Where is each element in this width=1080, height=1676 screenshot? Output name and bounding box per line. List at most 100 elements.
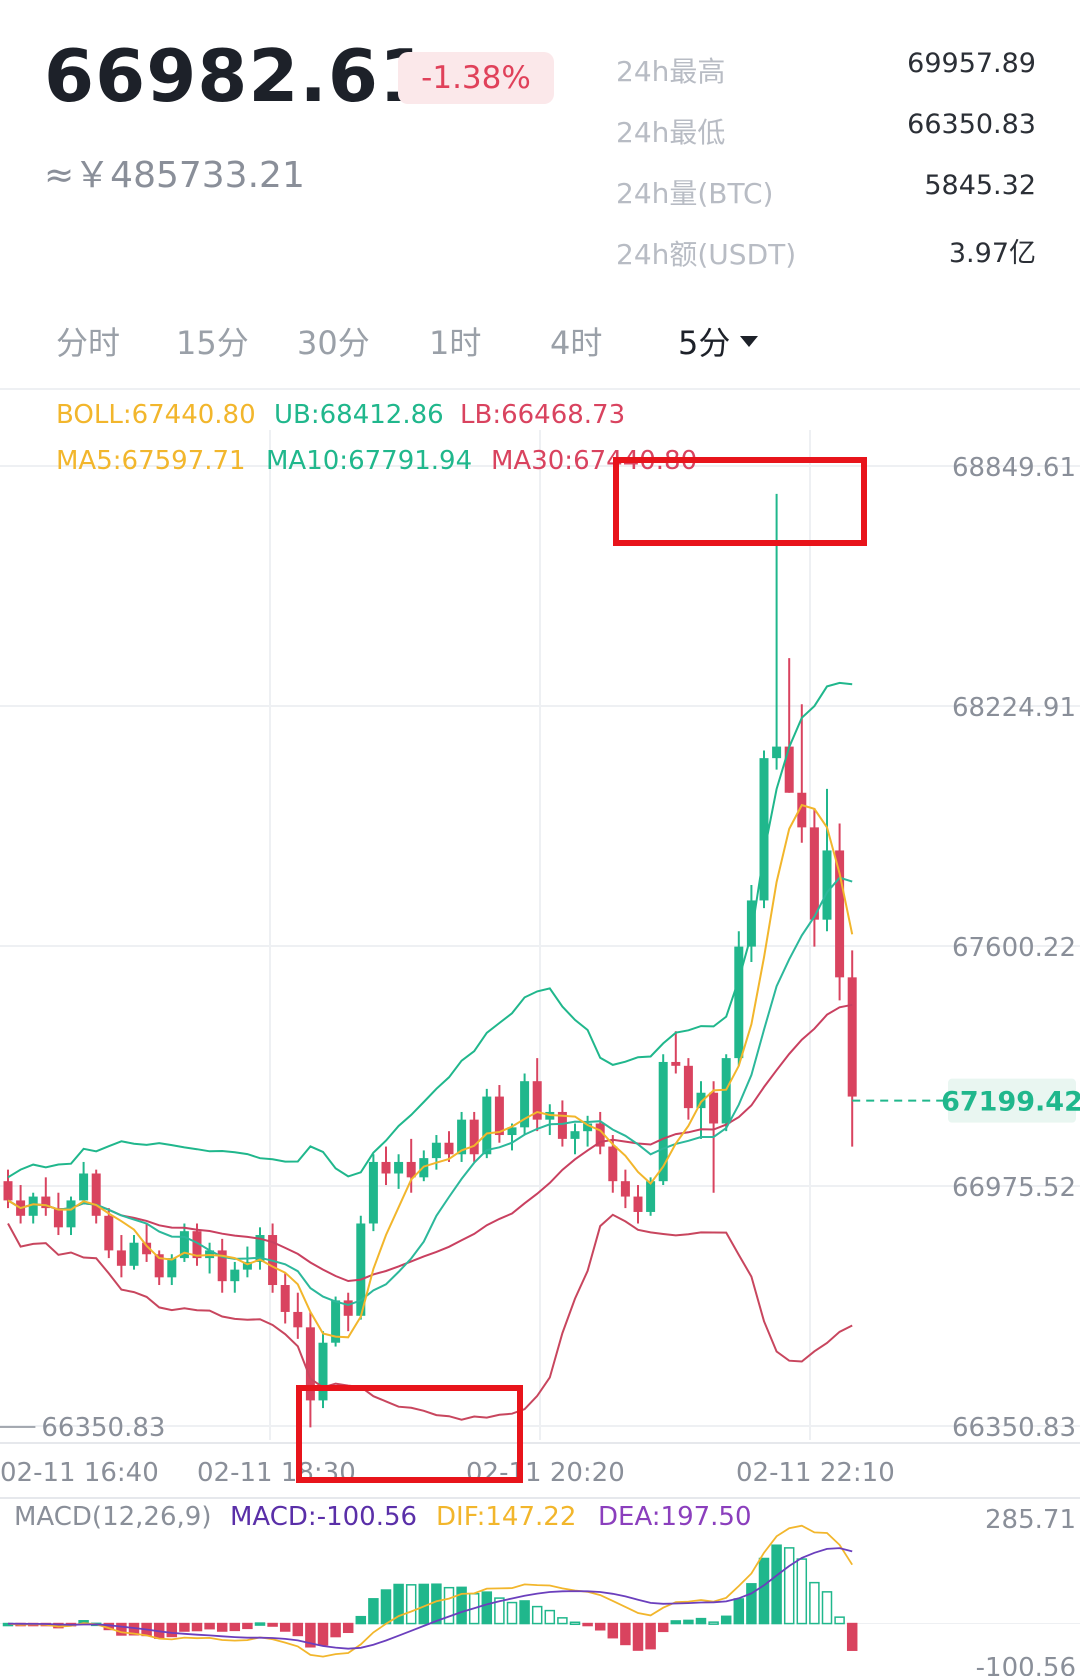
macd-histogram-bar (645, 1622, 656, 1650)
candle-up (772, 746, 782, 759)
macd-histogram-bar (443, 1586, 455, 1625)
macd-histogram-bar (431, 1583, 442, 1625)
time-axis-label: 02-11 18:30 (197, 1458, 356, 1488)
macd-histogram-bar (242, 1622, 253, 1630)
cny-price: ≈￥485733.21 (44, 155, 305, 196)
candle-down (406, 1161, 416, 1178)
stat-label: 24h最高 (616, 55, 726, 88)
candle-down (494, 1096, 504, 1136)
interval-tabs: 分时 15分 30分 1时 4时 5分 (0, 300, 1080, 380)
candle-down (192, 1231, 202, 1259)
change-badge: -1.38% (398, 52, 554, 104)
candle-up (66, 1200, 76, 1228)
candle-down (116, 1250, 126, 1266)
candle-down (381, 1161, 391, 1174)
candle-up (230, 1269, 240, 1282)
candle-up (822, 850, 832, 920)
macd-value: MACD:-100.56 (230, 1502, 418, 1532)
price-axis-label: 68849.61 (952, 453, 1076, 483)
low-highlight-box (296, 1385, 523, 1483)
macd-histogram-bar (342, 1622, 354, 1634)
tab-15m[interactable]: 15分 (176, 324, 249, 362)
dea-value: DEA:197.50 (598, 1502, 752, 1532)
tab-30m[interactable]: 30分 (297, 324, 370, 362)
stat-volume: 24h量(BTC) 5845.32 (616, 166, 1036, 227)
ma10-value: MA10:67791.94 (266, 446, 473, 476)
boll-value: BOLL:67440.80 (56, 400, 256, 430)
macd-histogram-bar (670, 1620, 682, 1625)
candle-down (293, 1311, 303, 1328)
macd-histogram-bar (116, 1622, 127, 1636)
ma5-line (7, 803, 854, 1339)
divider (0, 388, 1080, 390)
candle-down (835, 850, 845, 978)
last-price: 66982.61 (44, 34, 431, 118)
macd-histogram-bar (191, 1622, 203, 1632)
ma-legend: MA5:67597.71 MA10:67791.94 MA30:67440.80 (0, 446, 1080, 480)
stat-low: 24h最低 66350.83 (616, 105, 1036, 166)
macd-histogram-bar (305, 1622, 316, 1648)
tab-4h[interactable]: 4时 (550, 324, 603, 362)
macd-axis-bottom: -100.56 (976, 1653, 1076, 1676)
candle-up (431, 1142, 441, 1159)
dif-value: DIF:147.22 (436, 1502, 577, 1532)
candle-down (3, 1181, 13, 1201)
macd-histogram-bar (393, 1583, 404, 1625)
macd-histogram-bar (456, 1586, 467, 1625)
ma10-line (7, 876, 853, 1307)
stat-value: 66350.83 (907, 109, 1036, 140)
candle-up (646, 1181, 656, 1212)
candle-up (583, 1123, 593, 1132)
macd-histogram-bar (494, 1597, 505, 1625)
macd-histogram-bar (846, 1622, 858, 1651)
stat-turnover: 24h额(USDT) 3.97亿 (616, 227, 1036, 288)
candle-down (633, 1196, 643, 1212)
candle-up (28, 1196, 38, 1216)
candle-down (608, 1146, 618, 1182)
stats-panel: 24h最高 69957.89 24h最低 66350.83 24h量(BTC) … (616, 44, 1036, 288)
macd-title: MACD(12,26,9) (14, 1502, 212, 1532)
candle-up (368, 1161, 378, 1224)
candle-up (356, 1223, 366, 1316)
candle-down (683, 1065, 693, 1109)
candle-up (520, 1081, 530, 1128)
candle-down (343, 1300, 353, 1316)
candle-down (104, 1215, 114, 1251)
macd-histogram-bar (279, 1622, 291, 1632)
lb-value: LB:66468.73 (460, 400, 626, 430)
price-axis-label: 66350.83 (952, 1413, 1076, 1443)
candle-up (179, 1231, 189, 1259)
macd-axis-top: 285.71 (985, 1505, 1076, 1535)
macd-histogram-bar (179, 1622, 190, 1632)
candle-up (255, 1235, 265, 1262)
macd-histogram-bar (708, 1621, 719, 1625)
ub-value: UB:68412.86 (274, 400, 444, 430)
macd-histogram-bar (720, 1615, 732, 1625)
candle-down (532, 1081, 542, 1120)
tab-5m-dropdown[interactable]: 5分 (678, 318, 759, 364)
candle-down (91, 1173, 101, 1216)
macd-histogram-bar (632, 1622, 644, 1651)
candle-up (759, 758, 769, 901)
candle-down (53, 1208, 63, 1228)
macd-histogram-bar (683, 1619, 694, 1625)
candle-up (318, 1342, 328, 1401)
candle-down (444, 1142, 454, 1155)
time-axis-label: 02-11 16:40 (0, 1458, 159, 1488)
candle-up (658, 1061, 668, 1182)
candle-up (331, 1300, 341, 1343)
macd-histogram-bar (204, 1622, 215, 1630)
macd-histogram-bar (317, 1622, 329, 1646)
macd-histogram-bar (733, 1598, 745, 1625)
macd-histogram-bar (557, 1617, 568, 1625)
tab-1h[interactable]: 1时 (429, 324, 482, 362)
macd-histogram-bar (594, 1622, 606, 1631)
price-axis-label: 66975.52 (952, 1173, 1076, 1203)
tab-time-share[interactable]: 分时 (56, 324, 121, 362)
macd-histogram-bar (216, 1622, 228, 1632)
candle-up (482, 1096, 492, 1155)
time-axis-label: 02-11 22:10 (736, 1458, 895, 1488)
macd-histogram-bar (229, 1622, 241, 1632)
macd-histogram-bar (796, 1558, 808, 1625)
